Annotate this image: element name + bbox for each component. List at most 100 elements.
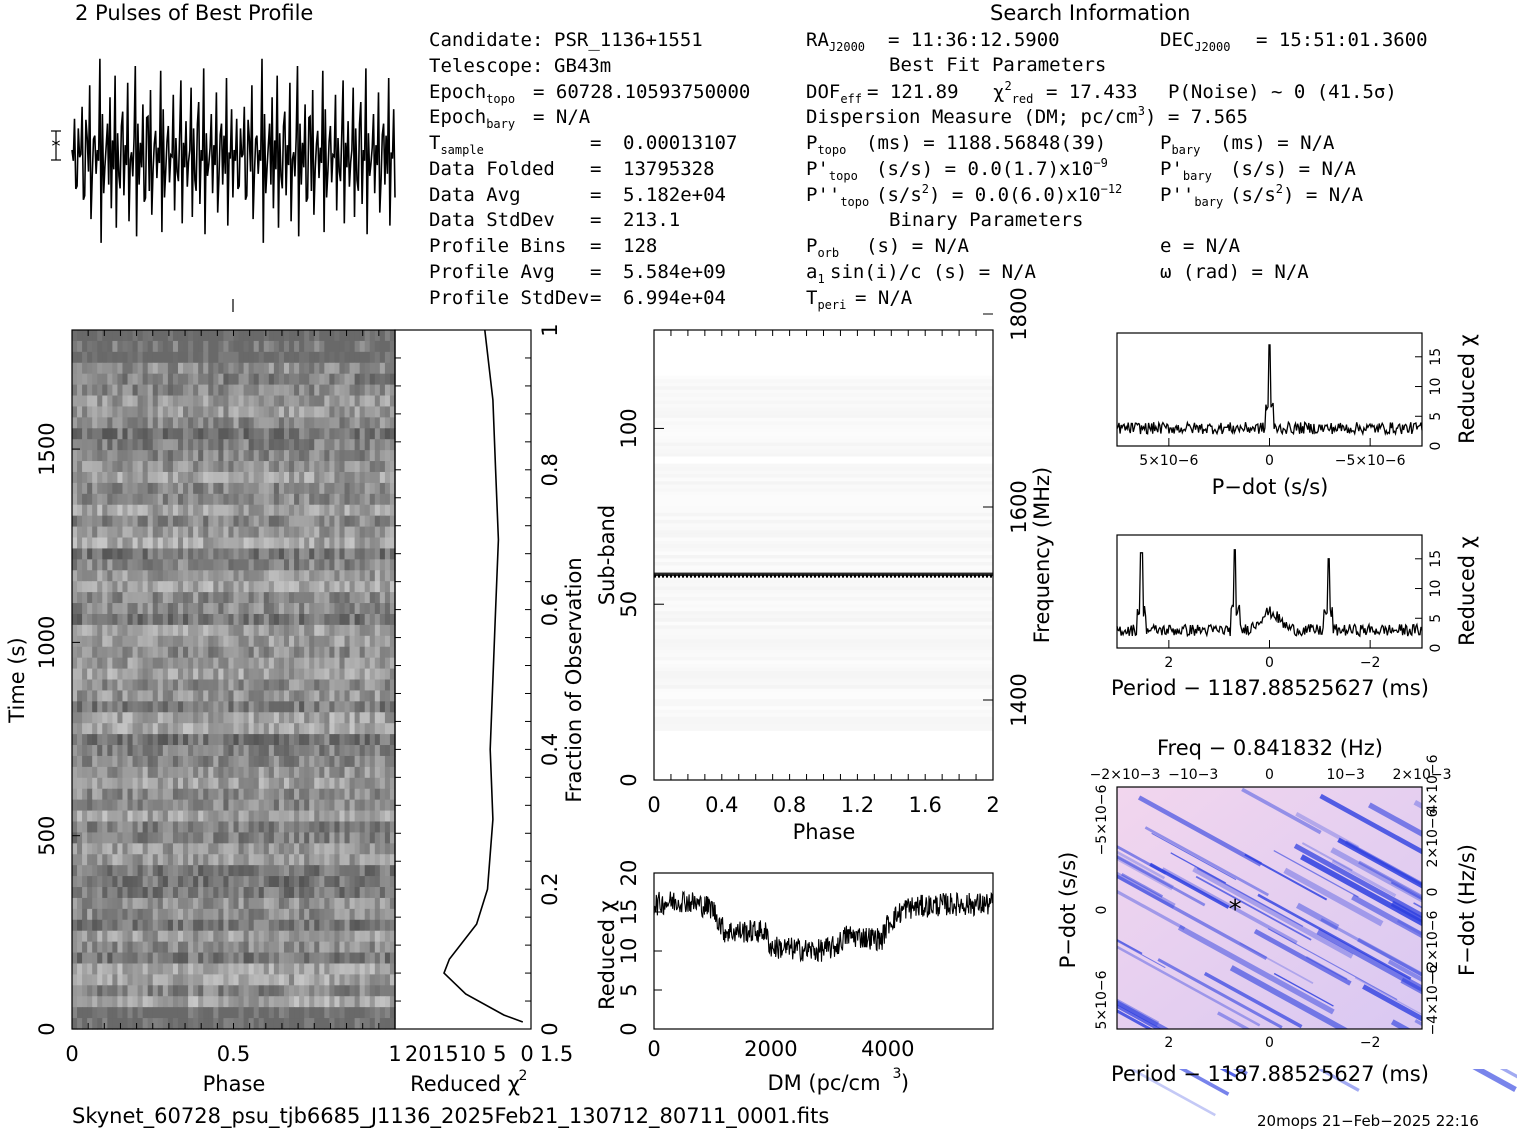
time-phase-cell: [379, 712, 386, 724]
time-phase-cell: [188, 723, 194, 735]
time-phase-cell: [278, 908, 285, 921]
time-phase-cell: [379, 788, 386, 801]
time-phase-cell: [137, 1007, 144, 1019]
time-phase-cell: [324, 537, 330, 550]
time-phase-cell: [344, 679, 351, 692]
time-phase-cell: [107, 471, 113, 484]
time-phase-cell: [289, 952, 295, 965]
time-phase-cell: [132, 810, 139, 823]
time-phase-cell: [389, 493, 396, 506]
time-phase-cell: [319, 471, 325, 484]
time-phase-cell: [304, 930, 310, 943]
time-phase-cell: [283, 417, 290, 429]
time-phase-cell: [233, 493, 240, 506]
time-phase-cell: [223, 526, 230, 539]
subband-row: [654, 555, 993, 560]
time-phase-cell: [82, 373, 88, 386]
chi2-value: = 17.433: [1046, 81, 1138, 103]
subband-y2tick-label: 1800: [1007, 287, 1031, 340]
time-phase-cell: [304, 887, 310, 899]
time-phase-cell: [389, 876, 396, 888]
time-phase-cell: [253, 897, 260, 910]
time-phase-cell: [132, 461, 139, 473]
time-phase-cell: [198, 570, 204, 582]
ppdot-xlabel: Period − 1187.88525627 (ms): [1111, 1062, 1429, 1086]
time-phase-cell: [112, 701, 119, 713]
time-phase-cell: [87, 526, 93, 539]
chi2-fraction-ytick-label: 0: [538, 1022, 562, 1035]
time-phase-cell: [309, 613, 315, 626]
time-phase-cell: [157, 755, 164, 768]
time-phase-cell: [112, 843, 119, 855]
time-phase-cell: [349, 930, 356, 943]
time-phase-cell: [324, 679, 330, 692]
time-phase-cell: [253, 395, 260, 408]
time-phase-cell: [268, 646, 275, 659]
time-phase-cell: [304, 876, 310, 888]
subband-xtick-label: 2: [986, 793, 999, 817]
time-phase-cell: [137, 865, 144, 877]
time-phase-cell: [289, 613, 295, 626]
time-phase-cell: [374, 723, 381, 735]
time-phase-cell: [299, 941, 305, 954]
time-phase-cell: [319, 963, 325, 975]
pdtopo-exponent: −9: [1093, 156, 1108, 170]
time-phase-cell: [359, 351, 366, 364]
time-phase-cell: [344, 919, 351, 932]
time-phase-cell: [87, 766, 93, 779]
time-phase-cell: [238, 679, 245, 692]
time-phase-cell: [107, 570, 113, 582]
time-phase-cell: [238, 865, 245, 877]
time-phase-cell: [253, 701, 260, 713]
time-phase-cell: [258, 537, 265, 550]
time-phase-cell: [203, 865, 209, 877]
time-phase-cell: [97, 471, 103, 484]
time-phase-cell: [213, 493, 219, 506]
time-phase-cell: [152, 471, 159, 484]
time-phase-cell: [218, 701, 225, 713]
ppdot-y2tick-label: 2×10−6: [1425, 808, 1441, 867]
time-phase-cell: [97, 832, 103, 844]
time-phase-cell: [137, 788, 144, 801]
time-phase-cell: [354, 493, 361, 506]
time-phase-cell: [364, 493, 371, 506]
time-phase-cell: [349, 624, 356, 637]
time-phase-cell: [294, 417, 300, 429]
time-phase-cell: [157, 887, 164, 899]
time-phase-cell: [339, 930, 346, 943]
time-phase-cell: [152, 646, 159, 659]
time-phase-cell: [223, 777, 230, 790]
time-phase-cell: [324, 340, 330, 353]
time-phase-cell: [314, 974, 320, 986]
time-phase-cell: [314, 581, 320, 593]
time-phase-cell: [329, 417, 336, 429]
time-phase-cell: [389, 897, 396, 910]
time-phase-cell: [233, 985, 240, 997]
time-phase-cell: [137, 461, 144, 473]
time-phase-cell: [198, 493, 204, 506]
time-phase-cell: [203, 887, 209, 899]
time-phase-cell: [238, 1018, 245, 1030]
time-phase-cell: [107, 330, 113, 342]
time-phase-cell: [82, 439, 88, 451]
time-phase-cell: [354, 701, 361, 713]
time-phase-cell: [92, 559, 98, 571]
time-phase-cell: [102, 668, 108, 681]
time-phase-cell: [253, 351, 260, 364]
time-phase-cell: [107, 908, 113, 921]
time-phase-cell: [112, 537, 119, 550]
time-phase-cell: [198, 504, 204, 517]
ppdot-streak: [1113, 873, 1268, 960]
time-phase-cell: [87, 504, 93, 517]
time-phase-cell: [183, 570, 189, 582]
time-phase-cell: [228, 690, 235, 702]
time-phase-cell: [314, 504, 320, 517]
time-phase-cell: [324, 668, 330, 681]
time-phase-cell: [112, 581, 119, 593]
time-phase-cell: [299, 690, 305, 702]
time-phase-cell: [268, 799, 275, 812]
time-phase-cell: [263, 952, 270, 965]
time-phase-cell: [324, 810, 330, 823]
time-phase-cell: [122, 712, 129, 724]
time-phase-cell: [278, 876, 285, 888]
